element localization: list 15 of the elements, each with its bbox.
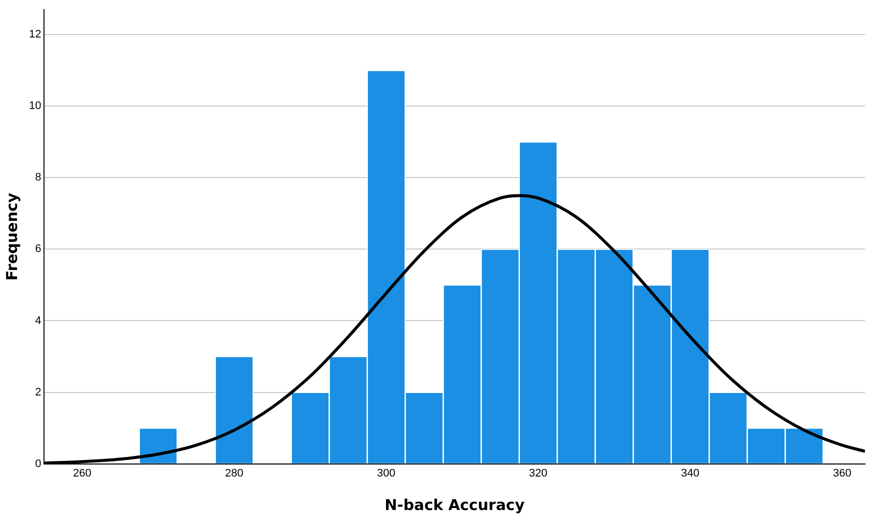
- y-tick-label: 0: [35, 458, 42, 470]
- y-tick-label: 8: [35, 172, 42, 184]
- y-tick-label: 12: [28, 28, 42, 41]
- x-tick-label: 280: [225, 467, 244, 480]
- y-tick-label: 10: [28, 100, 42, 112]
- x-axis-title: N-back Accuracy: [384, 496, 525, 514]
- y-axis-title: Frequency: [2, 192, 21, 281]
- x-tick-label: 360: [833, 467, 852, 480]
- y-tick-label: 6: [35, 243, 42, 256]
- x-tick-label: 300: [377, 467, 396, 480]
- x-tick-label: 260: [73, 467, 92, 480]
- x-tick-label: 340: [681, 467, 700, 480]
- y-tick-label: 4: [35, 314, 42, 327]
- y-tick-label: 2: [35, 386, 42, 398]
- x-tick-label: 320: [529, 467, 548, 480]
